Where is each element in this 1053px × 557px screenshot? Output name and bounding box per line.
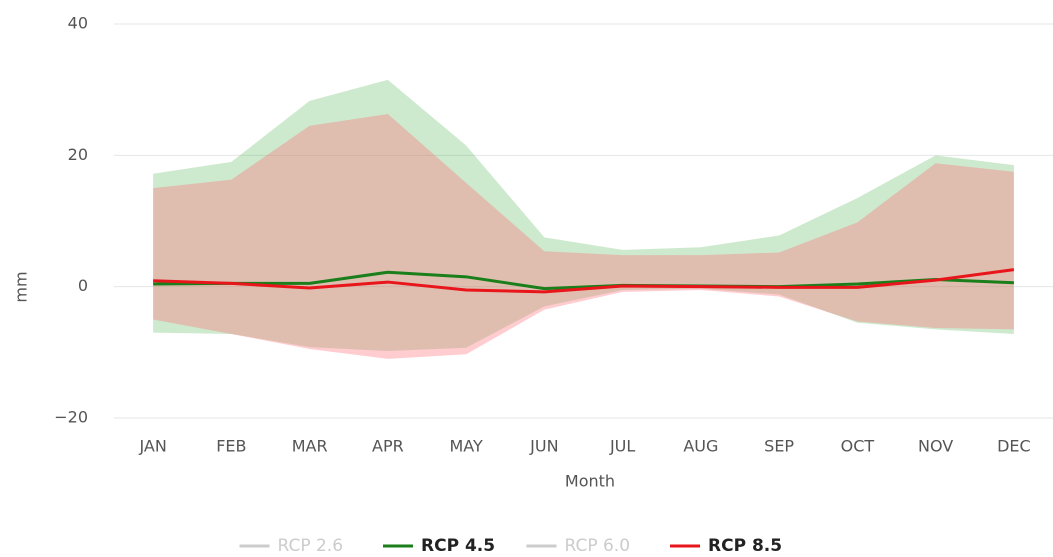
y-tick-label: 0 (78, 276, 88, 295)
x-tick-label: AUG (683, 437, 718, 456)
legend-label: RCP 4.5 (421, 536, 495, 556)
x-tick-label: DEC (997, 437, 1031, 456)
legend-label: RCP 6.0 (565, 536, 631, 556)
x-tick-label: SEP (764, 437, 794, 456)
x-tick-label: OCT (841, 437, 875, 456)
x-tick-label: MAY (449, 437, 483, 456)
line (153, 268, 1015, 294)
x-tick-label: APR (372, 437, 404, 456)
x-tick-label: FEB (216, 437, 246, 456)
x-axis-title: Month (565, 472, 615, 491)
legend-label: RCP 2.6 (278, 536, 344, 556)
x-tick-label: NOV (918, 437, 953, 456)
range-band (153, 113, 1014, 359)
x-tick-label: MAR (292, 437, 328, 456)
x-tick-label: JAN (138, 437, 166, 456)
y-tick-label: 40 (68, 14, 88, 33)
x-tick-label: JUL (609, 437, 635, 456)
line (153, 270, 1014, 291)
y-axis-title: mm (12, 271, 31, 302)
legend-label: RCP 8.5 (708, 536, 782, 556)
y-tick-label: −20 (54, 408, 88, 427)
x-tick-label: JUN (529, 437, 558, 456)
y-tick-label: 20 (68, 145, 88, 164)
